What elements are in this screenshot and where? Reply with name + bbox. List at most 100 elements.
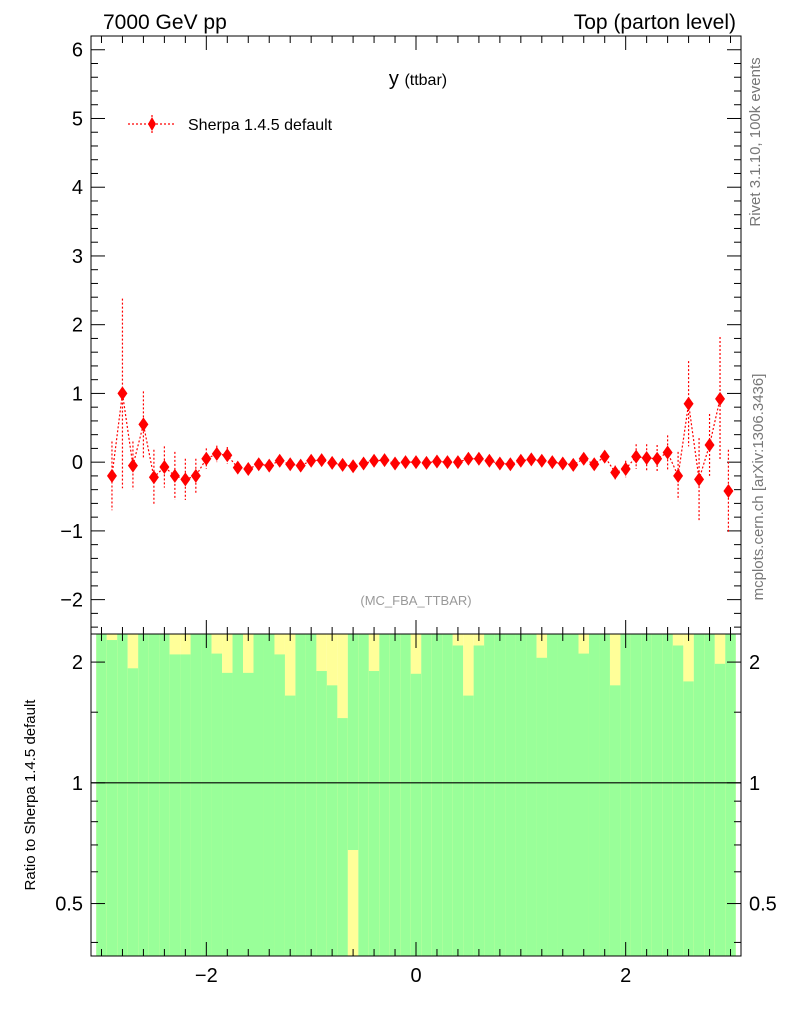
- ratio-band-inner: [243, 672, 254, 956]
- data-point: [547, 455, 558, 470]
- ratio-y-tick-label: 1: [72, 773, 83, 795]
- data-point: [704, 437, 715, 452]
- mcplots-label: mcplots.cern.ch [arXiv:1306.3436]: [750, 374, 767, 601]
- data-point: [379, 453, 390, 468]
- data-point: [683, 396, 694, 411]
- ratio-band-inner: [609, 685, 621, 956]
- ratio-band-inner: [96, 634, 107, 956]
- ratio-band-inner: [117, 634, 128, 956]
- ratio-band-inner: [536, 657, 548, 956]
- data-point: [295, 458, 306, 473]
- ratio-band-inner: [379, 634, 390, 956]
- ratio-band-inner: [431, 634, 443, 956]
- ratio-band-inner: [693, 634, 705, 956]
- ratio-band-inner: [284, 695, 296, 956]
- data-point: [253, 457, 264, 472]
- data-point: [358, 456, 369, 471]
- ratio-band-inner: [358, 634, 369, 956]
- ratio-band-inner: [169, 654, 181, 956]
- x-tick-label: −2: [195, 965, 218, 987]
- data-point: [106, 468, 117, 483]
- ratio-band-inner: [578, 653, 589, 956]
- data-point: [578, 451, 589, 466]
- main-data-series: [106, 298, 734, 533]
- ratio-y-tick-label: 2: [72, 652, 83, 674]
- ratio-band-inner: [201, 634, 212, 956]
- data-point: [148, 470, 159, 485]
- data-point: [442, 455, 453, 470]
- data-point: [494, 456, 505, 471]
- ratio-band-inner: [494, 634, 506, 956]
- y-tick-label: 5: [72, 108, 83, 130]
- data-point: [557, 456, 568, 471]
- ratio-band-inner: [190, 634, 202, 956]
- data-point: [620, 462, 631, 477]
- y-tick-label: 6: [72, 40, 83, 62]
- data-point: [264, 458, 275, 473]
- y-tick-label: 1: [72, 383, 83, 405]
- ratio-band-inner: [463, 695, 474, 956]
- ratio-axes: 0.5 0.5 1 1 2 2 −2 0 2: [55, 634, 777, 987]
- data-point: [190, 468, 201, 483]
- data-point: [390, 456, 401, 471]
- ratio-band-inner: [347, 634, 359, 850]
- ratio-band-inner: [211, 653, 223, 956]
- ratio-band-inner: [725, 634, 736, 956]
- data-point: [652, 451, 663, 466]
- ratio-band-inner: [421, 634, 432, 956]
- data-point: [723, 484, 734, 499]
- data-point: [431, 454, 442, 469]
- ratio-y-tick-label-right: 2: [749, 652, 760, 674]
- ratio-band-inner: [515, 634, 527, 956]
- ratio-band-inner: [620, 634, 631, 956]
- ratio-band-inner: [672, 645, 684, 956]
- ratio-band-inner: [368, 671, 380, 956]
- ratio-band-inner: [526, 634, 537, 956]
- y-tick-label: 2: [72, 315, 83, 337]
- data-point: [452, 455, 463, 470]
- data-point: [127, 458, 138, 473]
- ratio-band-inner: [568, 634, 579, 956]
- data-point: [673, 468, 684, 483]
- ratio-band-inner: [180, 654, 191, 956]
- ratio-band-inner: [704, 634, 715, 956]
- ratio-band-inner: [222, 672, 233, 956]
- data-point: [515, 453, 526, 468]
- data-point: [117, 386, 128, 401]
- ratio-bands: [91, 634, 741, 956]
- data-point: [641, 451, 652, 466]
- data-point: [169, 468, 180, 483]
- ratio-band-inner: [599, 634, 610, 956]
- data-point: [421, 455, 432, 470]
- ratio-band-inner: [295, 634, 306, 956]
- data-point: [631, 449, 642, 464]
- data-point: [159, 459, 170, 474]
- ratio-band-inner: [400, 634, 411, 956]
- main-axes: −2 −1 0 1 2 3 4 5 6: [60, 36, 741, 634]
- main-title: y (ttbar): [389, 68, 447, 90]
- ratio-band-inner: [316, 671, 327, 956]
- header-right-label: Top (parton level): [574, 11, 736, 34]
- y-tick-label: 3: [72, 246, 83, 268]
- data-point: [327, 455, 338, 470]
- data-point: [568, 457, 579, 472]
- data-point: [610, 465, 621, 480]
- data-point: [306, 453, 317, 468]
- ratio-band-inner: [305, 634, 317, 956]
- ratio-band-inner: [232, 634, 244, 956]
- ratio-band-inner: [505, 634, 516, 956]
- ratio-band-inner: [442, 634, 453, 956]
- ratio-ylabel: Ratio to Sherpa 1.4.5 default: [22, 699, 39, 891]
- main-title-sub: (ttbar): [404, 72, 447, 89]
- data-point: [138, 417, 149, 432]
- data-point: [232, 460, 243, 475]
- ratio-band-inner: [106, 640, 118, 956]
- main-title-main: y: [389, 68, 399, 90]
- ratio-band-inner: [452, 645, 464, 956]
- data-point: [285, 457, 296, 472]
- ratio-band-inner: [557, 634, 569, 956]
- y-tick-label: 0: [72, 452, 83, 474]
- ratio-y-tick-label: 0.5: [55, 894, 83, 916]
- data-point: [536, 453, 547, 468]
- data-point: [694, 472, 705, 487]
